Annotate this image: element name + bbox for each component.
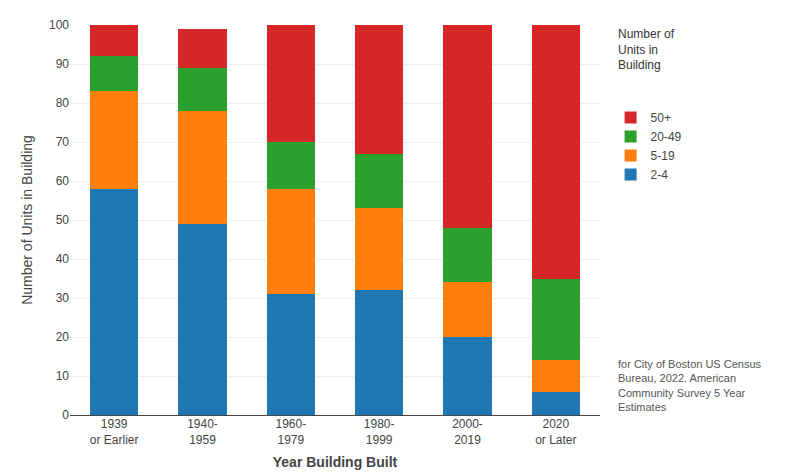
svg-text:60: 60 <box>56 174 70 188</box>
svg-text:2-4: 2-4 <box>651 168 669 182</box>
svg-text:1939or Earlier: 1939or Earlier <box>90 417 139 447</box>
svg-text:50+: 50+ <box>651 111 671 125</box>
svg-text:for City of Boston US CensusBu: for City of Boston US CensusBureau, 2022… <box>618 358 762 413</box>
svg-text:2000-2019: 2000-2019 <box>452 417 483 447</box>
svg-text:100: 100 <box>49 18 69 32</box>
svg-text:20: 20 <box>56 330 70 344</box>
svg-text:70: 70 <box>56 135 70 149</box>
svg-text:1940-1959: 1940-1959 <box>187 417 218 447</box>
svg-text:Number of Units in Building: Number of Units in Building <box>19 135 35 305</box>
svg-text:30: 30 <box>56 291 70 305</box>
svg-text:5-19: 5-19 <box>651 149 675 163</box>
svg-text:40: 40 <box>56 252 70 266</box>
svg-text:80: 80 <box>56 96 70 110</box>
svg-text:1980-1999: 1980-1999 <box>364 417 395 447</box>
svg-text:Year Building Built: Year Building Built <box>273 454 398 470</box>
svg-text:Number ofUnits inBuilding: Number ofUnits inBuilding <box>618 27 675 72</box>
svg-text:0: 0 <box>62 408 69 422</box>
svg-text:10: 10 <box>56 369 70 383</box>
svg-text:90: 90 <box>56 57 70 71</box>
svg-text:1960-1979: 1960-1979 <box>275 417 306 447</box>
svg-text:20-49: 20-49 <box>651 130 682 144</box>
svg-text:2020or Later: 2020or Later <box>535 417 576 447</box>
svg-text:50: 50 <box>56 213 70 227</box>
